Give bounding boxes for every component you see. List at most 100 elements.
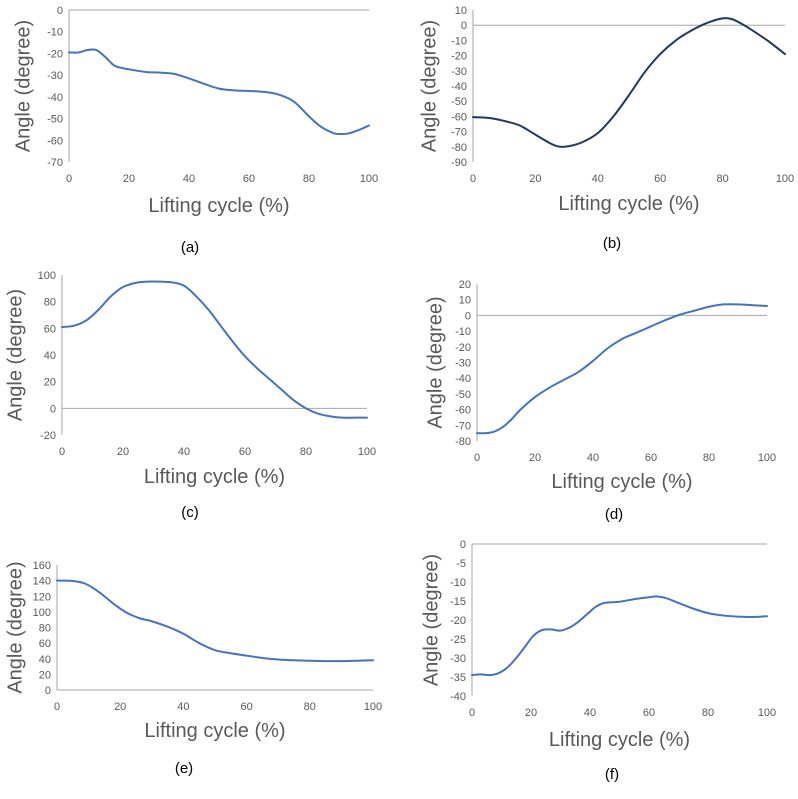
x-tick-label: 60	[239, 446, 251, 458]
x-tick-label: 60	[654, 173, 666, 185]
chart-panel-e: 160 140 120 100 80 60 40 20 00 20 40 60 80 100 Angle (…	[4, 560, 382, 777]
x-tick-label: 40	[592, 173, 604, 185]
series-line-angle	[476, 303, 768, 435]
x-tick-label: 80	[716, 173, 728, 185]
x-tick-label: 40	[584, 707, 596, 719]
y-tick-label: 10	[459, 295, 471, 307]
x-tick-label: 0	[54, 701, 60, 713]
x-tick-label: 0	[469, 707, 475, 719]
y-tick-label: 140	[33, 576, 51, 588]
x-tick-label: 100	[360, 173, 378, 185]
y-axis-title: Angle (degree)	[424, 296, 446, 428]
panel-label: (f)	[605, 766, 619, 783]
y-tick-label: -20	[451, 51, 467, 63]
x-tick-label: 80	[303, 173, 315, 185]
x-tick-label: 0	[59, 446, 65, 458]
chart-panel-a: 0-10-20-30-40-50-60-700 20 40 60 80 100Angle …	[12, 5, 378, 256]
x-tick-label: 60	[240, 701, 252, 713]
series-line-angle	[56, 579, 374, 663]
y-tick-label: -10	[451, 35, 467, 47]
y-tick-label: 0	[465, 310, 471, 322]
panel-label: (e)	[175, 760, 193, 777]
y-tick-label: -25	[450, 634, 466, 646]
x-tick-label: 100	[364, 701, 382, 713]
x-axis-title: Lifting cycle (%)	[144, 720, 285, 742]
panel-label: (a)	[181, 239, 199, 256]
y-tick-label: -5	[456, 558, 466, 570]
x-tick-label: 60	[645, 452, 657, 464]
y-tick-label: 0	[460, 539, 466, 551]
y-tick-label: -20	[40, 430, 56, 442]
y-tick-label: 40	[44, 350, 56, 362]
x-tick-label: 20	[529, 173, 541, 185]
x-tick-label: 100	[358, 446, 376, 458]
y-tick-label: -35	[450, 672, 466, 684]
x-tick-label: 20	[123, 173, 135, 185]
chart-panel-f: 0-5-10-15-20-25-30-35-400 20 40 60 80 100Angl…	[420, 539, 776, 783]
y-tick-label: 40	[39, 654, 51, 666]
y-tick-label: -30	[450, 653, 466, 665]
y-axis-title: Angle (degree)	[4, 289, 26, 421]
x-tick-label: 40	[177, 701, 189, 713]
y-tick-label: -40	[455, 373, 471, 385]
y-tick-label: 0	[461, 20, 467, 32]
y-tick-label: -40	[450, 691, 466, 703]
x-tick-label: 0	[470, 173, 476, 185]
panel-label: (d)	[605, 506, 623, 523]
y-tick-label: -40	[451, 81, 467, 93]
series-line-angle	[471, 595, 768, 677]
series-line-angle	[68, 48, 370, 136]
y-tick-label: -40	[47, 92, 63, 104]
y-tick-label: 0	[57, 5, 63, 17]
x-tick-label: 80	[304, 701, 316, 713]
x-tick-label: 100	[758, 707, 776, 719]
y-tick-label: 0	[50, 403, 56, 415]
y-tick-label: -15	[450, 596, 466, 608]
x-tick-label: 60	[643, 707, 655, 719]
x-tick-label: 20	[525, 707, 537, 719]
x-axis-title: Lifting cycle (%)	[558, 193, 699, 215]
y-tick-label: 20	[39, 669, 51, 681]
y-tick-label: 120	[33, 591, 51, 603]
y-tick-label: -60	[455, 405, 471, 417]
y-tick-label: -70	[451, 127, 467, 139]
y-tick-label: -30	[47, 70, 63, 82]
y-tick-label: -10	[455, 326, 471, 338]
y-tick-label: -70	[47, 157, 63, 169]
y-axis-title: Angle (degree)	[420, 554, 442, 686]
y-tick-label: -30	[451, 66, 467, 78]
y-tick-label: 60	[44, 323, 56, 335]
y-axis-title: Angle (degree)	[4, 561, 26, 693]
y-tick-label: -60	[47, 135, 63, 147]
panel-label: (b)	[603, 235, 621, 252]
x-tick-label: 20	[117, 446, 129, 458]
x-tick-label: 0	[66, 173, 72, 185]
y-tick-label: -80	[451, 142, 467, 154]
y-tick-label: 20	[44, 377, 56, 389]
panel-label: (c)	[181, 504, 199, 521]
y-tick-label: -70	[455, 420, 471, 432]
x-tick-label: 80	[300, 446, 312, 458]
y-tick-label: -20	[450, 615, 466, 627]
y-tick-label: -50	[47, 114, 63, 126]
y-tick-label: 20	[459, 279, 471, 291]
x-tick-label: 80	[702, 707, 714, 719]
x-axis-title: Lifting cycle (%)	[148, 195, 289, 217]
y-tick-label: 80	[39, 623, 51, 635]
y-axis-title: Angle (degree)	[418, 20, 440, 152]
y-tick-label: 160	[33, 560, 51, 572]
x-tick-label: 0	[474, 452, 480, 464]
series-line-angle	[61, 280, 368, 419]
x-axis-title: Lifting cycle (%)	[551, 471, 692, 493]
x-tick-label: 80	[703, 452, 715, 464]
y-tick-label: -90	[451, 157, 467, 169]
x-axis-title: Lifting cycle (%)	[549, 729, 690, 751]
y-tick-label: -50	[455, 389, 471, 401]
y-tick-label: -10	[47, 27, 63, 39]
y-tick-label: -20	[47, 48, 63, 60]
y-tick-label: -50	[451, 96, 467, 108]
y-tick-label: 0	[45, 685, 51, 697]
